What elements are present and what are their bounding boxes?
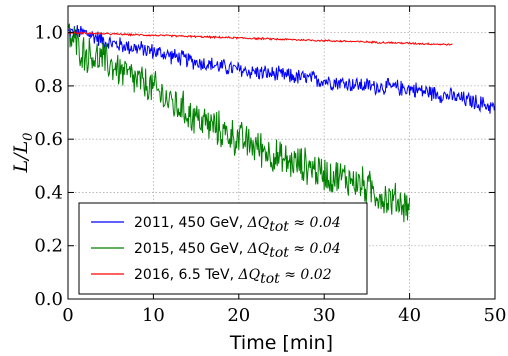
y-tick-label: 0.4 (34, 182, 63, 203)
legend-entry-label: 2016, 6.5 TeV, (134, 267, 239, 283)
legend-entry-symbol: ΔQ (238, 267, 261, 283)
legend-entry-subscript: tot (269, 219, 289, 235)
y-axis-label-sub: 0 (21, 133, 36, 141)
legend-entry: 2015, 450 GeV, ΔQtot ≈ 0.04 (134, 241, 341, 261)
x-tick-label: 10 (142, 305, 165, 326)
x-tick-label: 20 (227, 305, 250, 326)
legend-entry-subscript: tot (269, 245, 289, 261)
y-tick-label: 0.8 (34, 76, 63, 97)
series-line (67, 25, 496, 114)
y-tick-label: 0.6 (34, 129, 63, 150)
series-line (67, 23, 411, 223)
series-line (67, 31, 453, 46)
legend-entry-symbol: ΔQ (247, 215, 270, 231)
x-tick-label: 50 (484, 305, 507, 326)
x-tick-label: 40 (398, 305, 421, 326)
legend-entry-value: ≈ 0.02 (280, 267, 332, 283)
x-axis-label: Time [min] (229, 332, 333, 354)
series-layer (67, 23, 496, 223)
legend-entry-label: 2011, 450 GeV, (134, 215, 248, 231)
axis-ticks: 0 10 20 30 40 50 0.0 0.2 0.4 0.6 0.8 1.0 (34, 6, 506, 326)
legend-entry-value: ≈ 0.04 (289, 241, 341, 257)
x-tick-label: 30 (313, 305, 336, 326)
plot-frame (67, 5, 496, 300)
x-tick-label: 0 (62, 305, 73, 326)
legend-entry-label: 2015, 450 GeV, (134, 241, 248, 257)
legend-box (78, 202, 368, 295)
y-tick-label: 1.0 (34, 23, 63, 44)
legend-entry: 2016, 6.5 TeV, ΔQtot ≈ 0.02 (134, 267, 332, 287)
legend-entry-value: ≈ 0.04 (289, 215, 341, 231)
y-axis-label: L/L0 (10, 133, 36, 174)
y-tick-label: 0.0 (34, 289, 63, 310)
legend-entry: 2011, 450 GeV, ΔQtot ≈ 0.04 (134, 215, 341, 235)
y-axis-label-main: L/L (10, 141, 32, 174)
legend-entry-subscript: tot (260, 271, 280, 287)
legend-entry-symbol: ΔQ (247, 241, 270, 257)
y-tick-label: 0.2 (34, 236, 63, 257)
